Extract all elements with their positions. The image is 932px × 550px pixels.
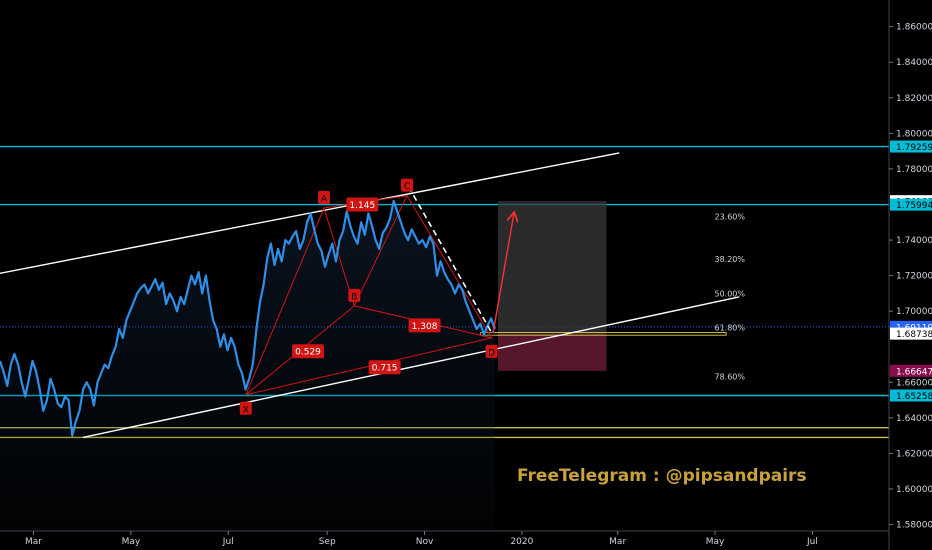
price-tag-label: 1.68738 (896, 330, 932, 340)
target-arrow (492, 213, 514, 333)
price-tag (890, 198, 932, 211)
harmonic-point-label: X (243, 405, 249, 415)
price-tick-label: 1.60000 (896, 485, 932, 495)
harmonic-ratio-box (346, 197, 379, 212)
price-tag-label: 1.79259 (896, 143, 932, 153)
plot-area: X A B C D 0.529 1.145 1.308 0.715 23.60% 38.20% 50.… (0, 145, 889, 531)
harmonic-point-box (317, 191, 330, 205)
price-tag (890, 389, 932, 402)
price-tag-label: 1.65258 (896, 392, 932, 402)
price-area (0, 200, 495, 531)
price-tag-label: 1.75994 (896, 201, 932, 211)
harmonic-point-box (239, 401, 252, 415)
price-tick-label: 1.66000 (896, 378, 932, 388)
price-tag (890, 364, 932, 377)
harmonic-point-label: B (351, 292, 357, 302)
time-tick-label: Mar (609, 537, 626, 547)
harmonic-point-box (485, 344, 498, 358)
harmonic-ratio-box (368, 360, 401, 375)
harmonic-ratio-label: 0.715 (372, 364, 398, 374)
harmonic-ratio-label: 0.529 (295, 348, 321, 358)
fib-level-label: 23.60% (714, 212, 745, 221)
harmonic-ratio-box (408, 318, 441, 333)
time-tick-label: 2020 (510, 537, 533, 547)
time-tick-label: May (122, 537, 141, 547)
harmonic-point-label: A (321, 195, 328, 205)
time-tick-label: Jul (222, 537, 234, 547)
harmonic-point-label: C (404, 182, 410, 192)
price-tick-label: 1.86000 (896, 23, 932, 33)
price-tag-label: 1.66647 (896, 367, 932, 377)
time-tick-label: Jul (806, 537, 818, 547)
price-tick-label: 1.84000 (896, 58, 932, 68)
harmonic-point-label: D (488, 348, 495, 358)
dashed-trend-line (407, 186, 493, 333)
fib-level-label: 50.00% (714, 289, 745, 298)
harmonic-point-box (400, 178, 413, 192)
price-tag (890, 140, 932, 153)
time-tick-label: May (706, 537, 725, 547)
harmonic-point-box (348, 288, 361, 302)
fib-level-label: 61.80% (714, 324, 745, 333)
time-axis: Mar May Jul Sep Nov 2020 Mar May Jul (0, 530, 889, 547)
time-tick-label: Nov (416, 537, 434, 547)
channel-upper-line (0, 152, 620, 274)
price-tick-label: 1.74000 (896, 236, 932, 246)
price-tick-label: 1.62000 (896, 449, 932, 459)
price-tick-label: 1.78000 (896, 165, 932, 175)
price-tick-label: 1.80000 (896, 129, 932, 139)
fib-level-label: 38.20% (714, 255, 745, 264)
time-tick-label: Mar (25, 537, 42, 547)
target-zone (497, 201, 607, 334)
price-tag (890, 327, 932, 340)
stop-zone (497, 333, 607, 371)
price-axis: 1.86000 1.84000 1.82000 1.80000 1.78000 1.740… (888, 0, 932, 550)
harmonic-ratio-label: 1.308 (412, 322, 438, 332)
time-tick-label: Sep (319, 537, 336, 547)
harmonic-ratio-label: 1.145 (349, 201, 375, 211)
price-tick-label: 1.70000 (896, 307, 932, 317)
watermark-text: FreeTelegram : @pipsandpairs (517, 466, 807, 486)
fib-level-label: 78.60% (714, 373, 745, 382)
price-line (0, 199, 496, 437)
harmonic-ratio-box (292, 344, 325, 359)
price-tick-label: 1.64000 (896, 414, 932, 424)
price-tick-label: 1.58000 (896, 521, 932, 531)
channel-lower-line (82, 296, 740, 439)
price-tick-label: 1.82000 (896, 94, 932, 104)
price-tick-label: 1.72000 (896, 272, 932, 282)
